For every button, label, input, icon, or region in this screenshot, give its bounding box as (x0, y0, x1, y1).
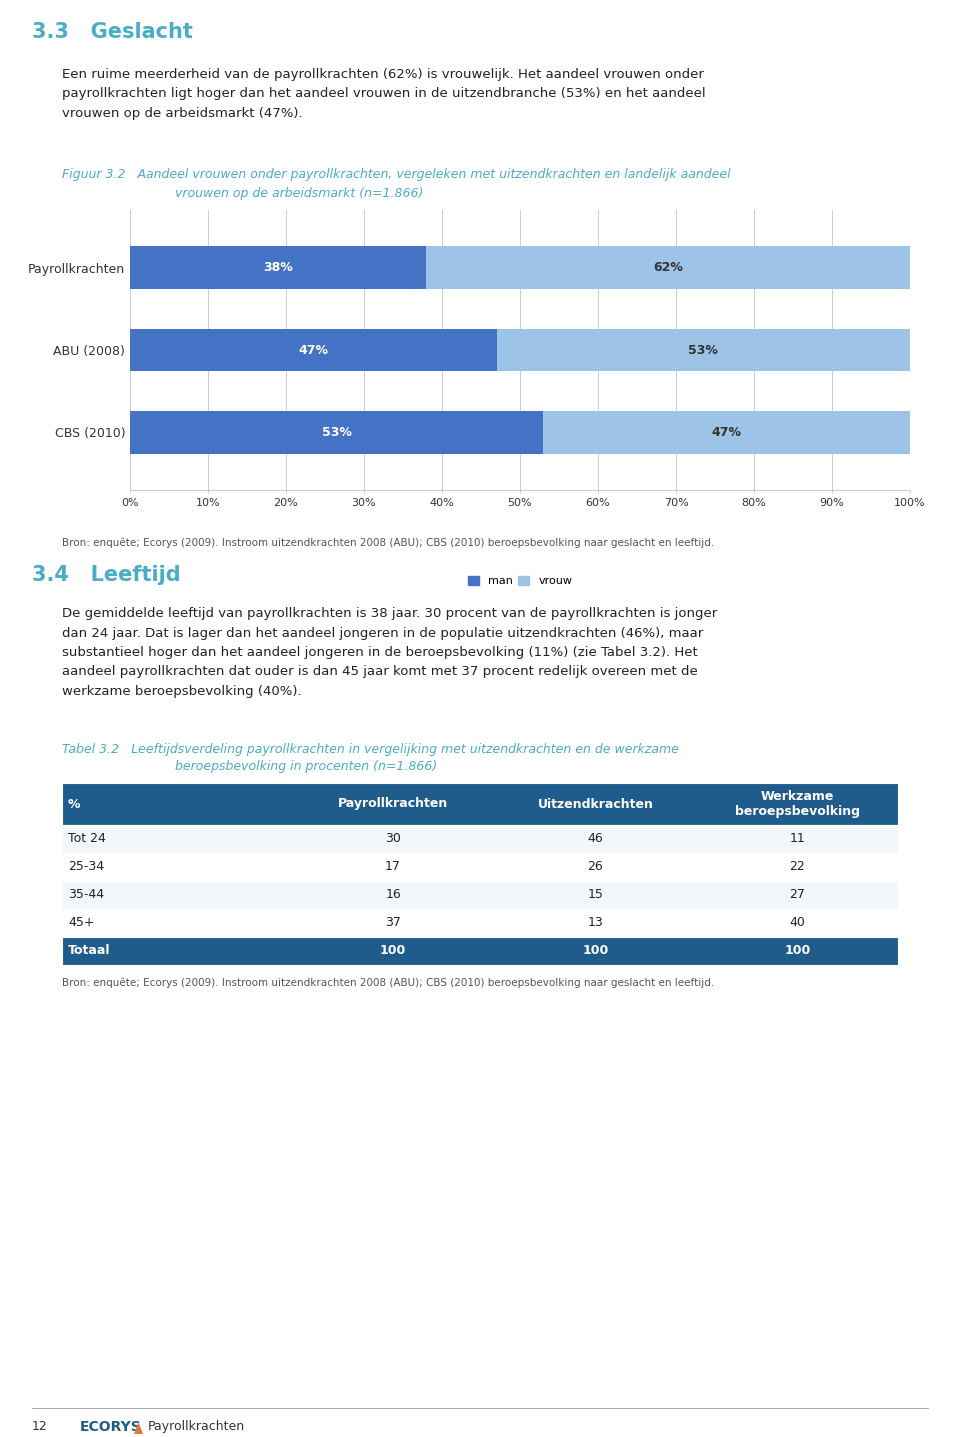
Text: 27: 27 (789, 888, 805, 901)
Bar (426, 246, 910, 289)
Text: Payrollkrachten: Payrollkrachten (148, 1420, 245, 1433)
Text: %: % (68, 798, 81, 810)
Text: 100: 100 (784, 944, 810, 957)
Bar (62, 854, 898, 881)
Text: 16: 16 (385, 888, 401, 901)
Bar (62, 881, 898, 910)
Bar (543, 411, 910, 454)
Text: Figuur 3.2   Aandeel vrouwen onder payrollkrachten, vergeleken met uitzendkracht: Figuur 3.2 Aandeel vrouwen onder payroll… (62, 168, 731, 181)
Bar (62, 910, 898, 937)
Text: 53%: 53% (688, 343, 718, 356)
Text: beroepsbevolking in procenten (n=1.866): beroepsbevolking in procenten (n=1.866) (175, 760, 437, 773)
Polygon shape (134, 1423, 143, 1434)
Text: Tot 24: Tot 24 (68, 832, 106, 845)
Text: 3.4   Leeftijd: 3.4 Leeftijd (32, 565, 180, 585)
Text: 62%: 62% (653, 262, 684, 274)
Text: Bron: enquête; Ecorys (2009). Instroom uitzendkrachten 2008 (ABU); CBS (2010) be: Bron: enquête; Ecorys (2009). Instroom u… (62, 537, 714, 549)
Text: 25-34: 25-34 (68, 861, 104, 874)
Text: 37: 37 (385, 917, 401, 930)
Text: 47%: 47% (711, 425, 742, 438)
Text: 40: 40 (789, 917, 805, 930)
Text: vrouwen op de arbeidsmarkt (n=1.866): vrouwen op de arbeidsmarkt (n=1.866) (175, 187, 423, 200)
Bar (130, 329, 496, 371)
Text: 30: 30 (385, 832, 401, 845)
Text: Bron: enquête; Ecorys (2009). Instroom uitzendkrachten 2008 (ABU); CBS (2010) be: Bron: enquête; Ecorys (2009). Instroom u… (62, 977, 714, 987)
Text: Werkzame
beroepsbevolking: Werkzame beroepsbevolking (734, 790, 860, 818)
Text: 12: 12 (32, 1420, 48, 1433)
Text: 100: 100 (583, 944, 609, 957)
Text: De gemiddelde leeftijd van payrollkrachten is 38 jaar. 30 procent van de payroll: De gemiddelde leeftijd van payrollkracht… (62, 606, 717, 698)
Text: Totaal: Totaal (68, 944, 110, 957)
Text: Uitzendkrachten: Uitzendkrachten (538, 798, 654, 810)
Bar (130, 246, 426, 289)
Bar (62, 783, 898, 825)
Text: 53%: 53% (322, 425, 351, 438)
Text: 15: 15 (588, 888, 603, 901)
Text: 35-44: 35-44 (68, 888, 104, 901)
Text: 46: 46 (588, 832, 603, 845)
Text: 100: 100 (380, 944, 406, 957)
Text: Payrollkrachten: Payrollkrachten (338, 798, 448, 810)
Bar (62, 937, 898, 966)
Text: 38%: 38% (263, 262, 293, 274)
Text: 11: 11 (789, 832, 805, 845)
Text: 17: 17 (385, 861, 401, 874)
Text: Een ruime meerderheid van de payrollkrachten (62%) is vrouwelijk. Het aandeel vr: Een ruime meerderheid van de payrollkrac… (62, 68, 706, 121)
Bar (130, 411, 543, 454)
Text: 13: 13 (588, 917, 603, 930)
Legend: man, vrouw: man, vrouw (464, 572, 577, 591)
Text: 45+: 45+ (68, 917, 94, 930)
Bar (496, 329, 910, 371)
Text: Tabel 3.2   Leeftijdsverdeling payrollkrachten in vergelijking met uitzendkracht: Tabel 3.2 Leeftijdsverdeling payrollkrac… (62, 743, 679, 756)
Text: 22: 22 (789, 861, 805, 874)
Text: 3.3   Geslacht: 3.3 Geslacht (32, 22, 193, 42)
Text: ECORYS: ECORYS (80, 1420, 142, 1434)
Text: 26: 26 (588, 861, 603, 874)
Bar (62, 825, 898, 854)
Text: 47%: 47% (299, 343, 328, 356)
